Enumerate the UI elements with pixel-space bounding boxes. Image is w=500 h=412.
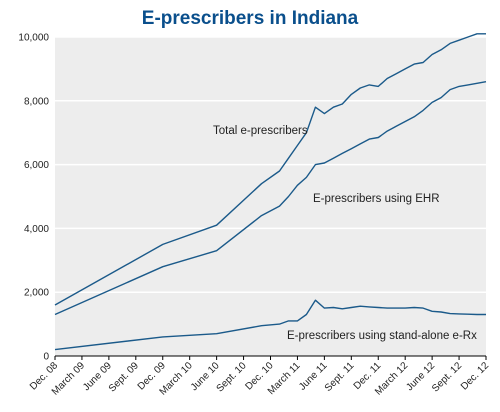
gridlines (55, 36, 486, 293)
x-tick-label: Sept. 09 (107, 360, 141, 394)
y-tick-label: 6,000 (24, 160, 49, 171)
annotation-total: Total e-prescribers (213, 125, 308, 137)
series-ehr-line (54, 81, 487, 316)
x-tick-label: Dec. 12 (459, 360, 491, 392)
y-tick-label: 8,000 (24, 96, 49, 107)
x-tick-label: Sept. 10 (215, 360, 249, 394)
x-tick-label: Sept. 11 (323, 360, 357, 394)
annotation-ehr: E-prescribers using EHR (313, 193, 440, 205)
series-group (54, 33, 487, 351)
chart-title: E-prescribers in Indiana (142, 8, 359, 29)
plot-area (55, 37, 486, 356)
y-tick-label: 0 (43, 352, 49, 363)
series-total-line (54, 33, 486, 306)
annotations: Total e-prescribers E-prescribers using … (213, 125, 477, 342)
y-axis: 0 2,000 4,000 6,000 8,000 10,000 (18, 33, 49, 363)
y-tick-label: 10,000 (18, 33, 49, 44)
y-tick-label: 4,000 (24, 224, 49, 235)
y-tick-label: 2,000 (24, 288, 49, 299)
x-tick-label: Sept. 12 (430, 360, 464, 394)
annotation-standalone: E-prescribers using stand-alone e-Rx (287, 330, 477, 342)
series-standalone-line (54, 299, 486, 351)
